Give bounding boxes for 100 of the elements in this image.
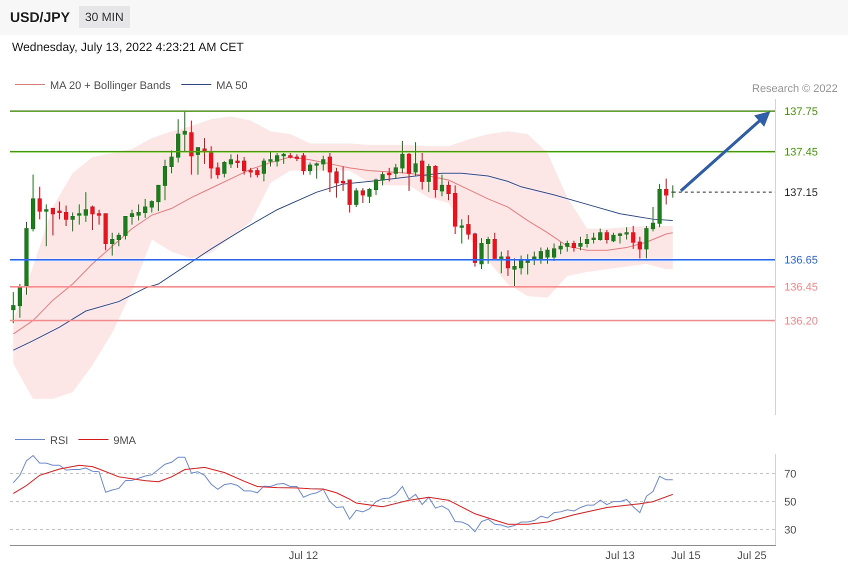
legend-label: MA 50 <box>216 80 248 92</box>
candlestick <box>268 151 273 168</box>
candlestick <box>538 247 543 264</box>
candlestick <box>433 164 438 198</box>
y-tick-label: 136.20 <box>784 315 818 328</box>
candlestick <box>472 232 478 267</box>
candlestick <box>288 152 292 159</box>
text: Research © 2022 <box>752 83 838 95</box>
candlestick <box>440 174 444 197</box>
candlestick <box>136 204 141 222</box>
x-tick-label: Jul 25 <box>737 550 767 562</box>
candlestick <box>248 167 253 178</box>
candlestick <box>24 221 29 296</box>
candlestick <box>11 292 16 324</box>
candlestick <box>189 120 194 176</box>
candlestick <box>143 198 148 218</box>
legend-label: RSI <box>50 434 68 447</box>
candlestick <box>321 155 326 172</box>
candlestick <box>572 240 576 252</box>
candlestick <box>400 140 405 174</box>
legend-label: 9MA <box>113 434 137 447</box>
candlestick <box>492 232 497 260</box>
candlestick <box>664 178 668 205</box>
candlestick <box>453 184 458 235</box>
candlestick <box>64 205 68 226</box>
candlestick <box>611 232 616 243</box>
candlestick <box>584 234 590 248</box>
candlestick <box>446 180 451 201</box>
candlestick <box>340 166 346 192</box>
candlestick <box>156 184 160 212</box>
candlestick <box>90 205 95 230</box>
candlestick <box>578 236 583 251</box>
candlestick <box>96 209 102 226</box>
candlestick <box>420 152 424 190</box>
candlestick <box>426 163 431 193</box>
candlestick <box>552 243 556 262</box>
line-series <box>12 156 674 334</box>
candlestick <box>354 188 358 208</box>
y-tick-label: 137.75 <box>784 106 818 118</box>
candlestick <box>301 152 306 176</box>
candlestick <box>30 174 36 232</box>
candlestick <box>565 240 570 252</box>
candlestick <box>598 228 602 242</box>
candlestick <box>413 142 418 176</box>
candlestick <box>123 216 128 240</box>
candlestick <box>650 206 656 232</box>
candlestick <box>70 212 75 232</box>
candlestick <box>380 171 385 186</box>
candlestick <box>202 138 207 164</box>
x-tick-label: Jul 12 <box>288 550 318 562</box>
candlestick <box>84 192 88 222</box>
candlestick <box>308 162 312 176</box>
y-tick-label: 136.45 <box>784 282 818 294</box>
candlestick <box>328 152 332 193</box>
y-tick-label: 30 <box>784 524 796 536</box>
candlestick <box>406 152 412 192</box>
line-series <box>12 455 674 532</box>
y-tick-label: 50 <box>784 496 796 508</box>
line-series <box>12 464 674 525</box>
candlestick <box>499 251 504 274</box>
candlestick <box>44 204 48 247</box>
candlestick <box>360 188 365 204</box>
candlestick <box>638 236 642 259</box>
candlestick <box>631 225 636 250</box>
candlestick <box>169 150 174 174</box>
candlestick <box>644 225 649 259</box>
y-tick-label: 70 <box>784 468 796 480</box>
candlestick <box>38 186 42 220</box>
x-tick-label: Jul 13 <box>605 550 635 562</box>
candlestick <box>104 213 108 251</box>
line-series <box>12 172 674 351</box>
candlestick <box>314 162 319 180</box>
candlestick <box>604 229 609 244</box>
candlestick <box>367 188 372 204</box>
candlestick <box>624 226 629 240</box>
candlestick <box>235 154 240 168</box>
chart-title: USD/JPY <box>10 9 70 25</box>
candlestick <box>182 110 187 152</box>
candlestick <box>116 232 121 247</box>
candlestick <box>18 284 22 318</box>
legend-label: MA 20 + Bollinger Bands <box>50 80 172 92</box>
candlestick <box>216 162 220 180</box>
candlestick <box>77 204 82 226</box>
candlestick <box>242 156 246 176</box>
text: 30 MIN <box>79 6 130 28</box>
candlestick <box>460 218 464 244</box>
candlestick <box>294 154 299 162</box>
candlestick <box>657 184 662 228</box>
candlestick <box>57 201 62 220</box>
candlestick <box>262 158 266 182</box>
candlestick <box>348 180 352 213</box>
candlestick <box>479 238 484 270</box>
candlestick <box>670 184 675 198</box>
candlestick <box>222 160 226 178</box>
candlestick <box>387 167 392 182</box>
candlestick <box>50 208 55 236</box>
candlestick <box>255 167 260 178</box>
candlestick <box>110 232 114 256</box>
candlestick <box>394 163 398 180</box>
candlestick <box>228 154 234 168</box>
